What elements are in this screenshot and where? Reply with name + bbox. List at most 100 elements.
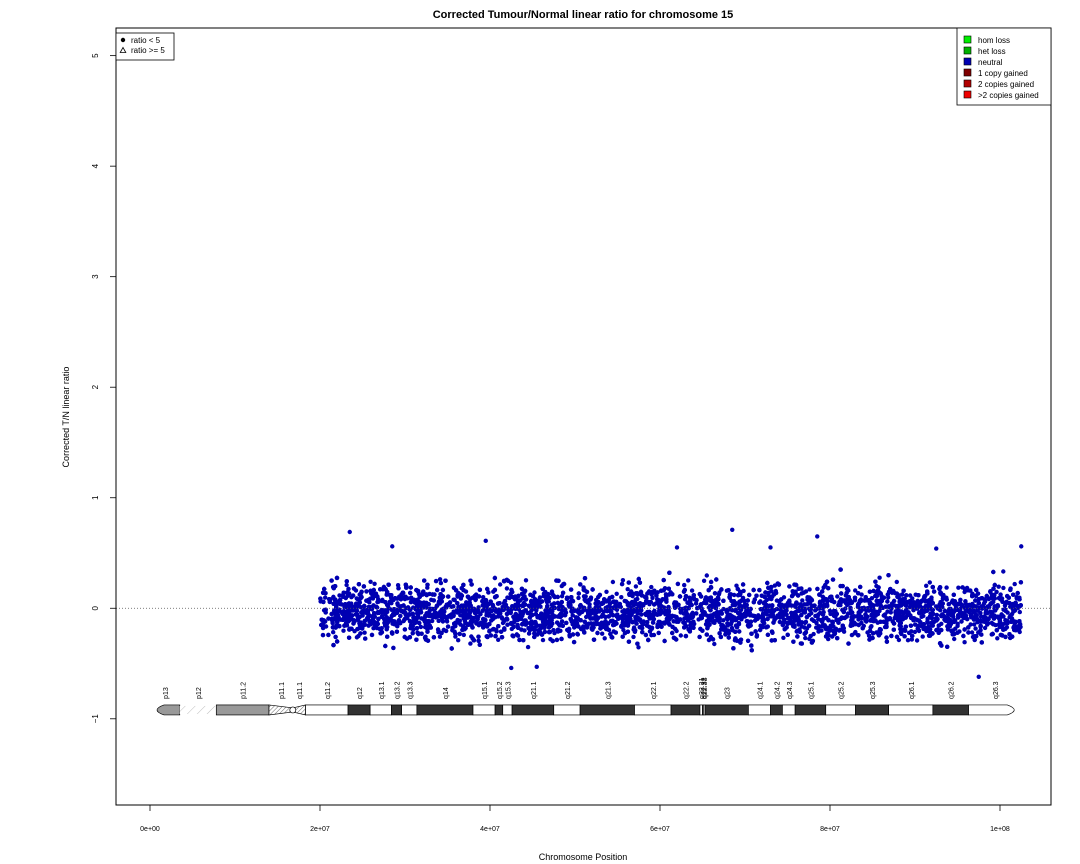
data-point — [670, 592, 675, 597]
data-point — [456, 638, 461, 643]
data-point — [655, 624, 660, 630]
data-point — [877, 575, 882, 580]
data-point — [670, 624, 675, 630]
data-point — [955, 621, 960, 626]
data-point — [749, 643, 754, 648]
data-point — [918, 620, 923, 625]
data-point — [414, 626, 420, 631]
data-point — [667, 617, 672, 622]
data-point — [560, 590, 566, 595]
data-point — [839, 591, 844, 596]
data-point — [637, 580, 643, 585]
data-point — [404, 636, 410, 641]
data-point — [661, 605, 667, 610]
data-point — [956, 613, 961, 618]
data-point — [762, 594, 767, 600]
data-point — [578, 582, 583, 587]
data-point — [670, 630, 675, 636]
data-point — [853, 588, 858, 593]
data-point — [345, 608, 351, 613]
data-point — [803, 635, 808, 641]
data-point — [514, 632, 519, 637]
data-point — [876, 585, 881, 590]
data-point — [344, 579, 349, 584]
data-point — [881, 613, 887, 618]
data-point — [687, 626, 693, 632]
data-point — [989, 620, 994, 626]
data-point — [704, 632, 709, 637]
data-point — [620, 578, 626, 583]
data-point — [474, 619, 479, 624]
data-point — [562, 613, 568, 618]
data-point — [855, 603, 861, 609]
data-point — [331, 630, 336, 635]
data-point — [944, 585, 949, 590]
data-point — [929, 620, 934, 625]
data-point — [418, 624, 423, 630]
data-point — [959, 619, 964, 624]
data-point — [341, 628, 346, 633]
data-point — [671, 635, 677, 640]
data-point — [455, 617, 460, 623]
data-point — [337, 593, 342, 598]
data-point — [523, 578, 529, 583]
data-point — [1001, 585, 1006, 591]
data-point — [660, 610, 665, 615]
data-point — [323, 610, 328, 615]
data-point — [920, 634, 925, 639]
data-point — [877, 590, 882, 595]
data-point — [897, 615, 903, 621]
data-point — [484, 622, 489, 627]
data-point — [769, 629, 775, 634]
data-point — [559, 619, 565, 624]
data-point — [956, 585, 961, 590]
data-point — [998, 632, 1003, 638]
data-point — [867, 589, 873, 594]
data-point — [698, 594, 704, 599]
data-point — [438, 580, 444, 586]
data-point — [821, 610, 826, 615]
data-point — [885, 599, 890, 604]
data-point — [333, 634, 338, 640]
data-point — [663, 592, 669, 597]
data-point — [354, 601, 359, 606]
data-point — [551, 628, 556, 633]
data-point — [708, 618, 713, 623]
data-point — [860, 626, 865, 631]
data-point — [492, 575, 498, 581]
data-point — [378, 587, 383, 592]
data-point — [327, 599, 332, 605]
data-point — [545, 603, 550, 609]
data-point — [693, 601, 699, 606]
data-point — [468, 578, 473, 583]
data-point — [870, 631, 876, 636]
data-point — [952, 636, 957, 642]
data-point — [877, 627, 883, 632]
data-point — [605, 608, 610, 614]
data-point — [568, 587, 574, 592]
data-point — [600, 631, 605, 636]
data-point — [878, 631, 883, 636]
data-point — [376, 599, 381, 604]
data-point — [337, 609, 342, 614]
data-point — [758, 607, 764, 612]
data-point — [385, 589, 390, 595]
data-point — [862, 598, 867, 603]
data-point — [970, 601, 975, 607]
data-point — [990, 594, 995, 599]
data-point — [468, 641, 473, 646]
data-point — [639, 612, 644, 617]
data-point — [694, 611, 699, 616]
data-point — [461, 632, 466, 638]
data-point — [951, 592, 956, 597]
data-point — [425, 629, 430, 634]
data-point — [754, 634, 759, 639]
data-point — [555, 620, 560, 625]
data-point — [486, 601, 491, 607]
data-point — [632, 601, 637, 607]
data-point — [613, 630, 618, 635]
data-point — [894, 634, 900, 639]
data-point — [435, 587, 440, 593]
data-point — [991, 569, 996, 575]
